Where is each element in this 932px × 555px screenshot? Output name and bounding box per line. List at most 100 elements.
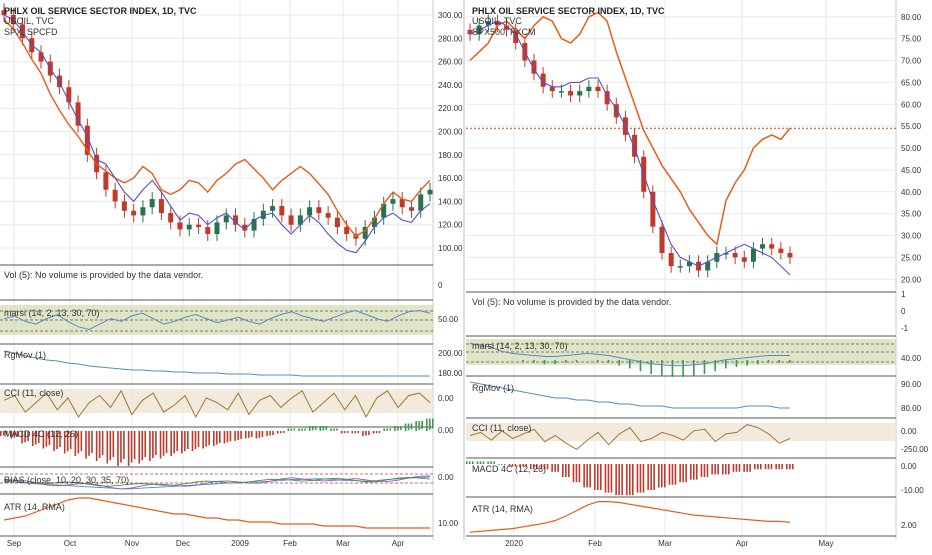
right-macd-bar xyxy=(778,464,780,470)
right-x-tick-label: May xyxy=(818,539,833,548)
left-macd-bar xyxy=(63,431,66,454)
right-candle xyxy=(705,261,711,271)
left-candle xyxy=(325,213,331,218)
left-macd-bar xyxy=(31,431,34,446)
left-bias-line-3 xyxy=(3,476,431,487)
right-macd-bar xyxy=(511,464,514,467)
left-macd-bar xyxy=(311,426,314,431)
left-macd-tick: 0.00 xyxy=(438,426,454,435)
left-macd-bar xyxy=(37,431,40,443)
right-macd-bar xyxy=(572,464,575,483)
right-candle xyxy=(632,134,638,157)
left-candle xyxy=(399,199,405,208)
right-chart-title: PHLX OIL SERVICE SECTOR INDEX, 1D, TVC xyxy=(472,6,665,16)
right-vol-tick: 0 xyxy=(901,307,906,316)
right-macd-bar xyxy=(476,461,479,464)
right-macd-tick: 0.00 xyxy=(901,462,917,471)
left-macd-bar xyxy=(365,431,367,436)
right-x-tick-label: Mar xyxy=(658,539,672,548)
left-atr-label: ATR (14, RMA) xyxy=(4,502,65,512)
left-macd-bar xyxy=(244,431,247,439)
right-macd-bar xyxy=(650,464,652,490)
left-y-tick-label: 100.00 xyxy=(438,244,463,253)
right-macd-bar xyxy=(760,464,762,470)
right-macd-bar xyxy=(519,464,521,467)
right-macd-bar xyxy=(586,464,588,488)
left-candle xyxy=(344,227,350,235)
left-bias-label: BIAS (close, 10, 20, 30, 35, 70) xyxy=(4,475,129,485)
right-legend-spx: SPX500, FXCM xyxy=(472,27,536,37)
left-macd-bar xyxy=(181,431,183,454)
right-macd-bar xyxy=(636,464,639,493)
left-macd-bar xyxy=(53,431,55,451)
left-macd-bar xyxy=(407,423,410,431)
left-candle xyxy=(1,10,7,15)
left-macd-bar xyxy=(276,431,279,434)
left-candle xyxy=(279,206,285,216)
right-candle xyxy=(613,104,619,118)
right-marsi-hist-bar xyxy=(554,360,556,365)
left-candle xyxy=(177,222,183,230)
left-indicator-panels: 0 50.00 200.00 180.00 0.00 0.00 0.00 10.00 xyxy=(0,281,463,537)
left-y-tick-label: 240.00 xyxy=(438,81,463,90)
left-macd-bar xyxy=(378,431,381,433)
right-marsi-hist-bar xyxy=(682,360,684,377)
left-macd-bar xyxy=(314,426,317,430)
right-marsi-hist-bar xyxy=(543,360,546,365)
left-macd-bar xyxy=(6,431,8,435)
left-legend-spx: SPX, SPCFD xyxy=(4,27,58,37)
right-price-panel[interactable]: 80.00 75.00 70.00 65.00 60.00 55.00 50.00 45.00… xyxy=(463,0,922,548)
right-macd-bar xyxy=(632,464,634,496)
left-candle xyxy=(297,215,303,225)
right-macd-bar xyxy=(664,464,666,488)
left-candle xyxy=(75,102,81,126)
right-macd-bar xyxy=(629,464,631,496)
left-macd-bar xyxy=(272,431,274,435)
right-marsi-hist-bar xyxy=(597,360,599,362)
left-macd-bar xyxy=(91,431,93,453)
right-rgmov-line xyxy=(469,381,790,409)
left-candle xyxy=(371,217,377,228)
right-marsi-line xyxy=(469,342,790,367)
right-macd-label: MACD 4C (12, 26) xyxy=(472,464,546,474)
right-candle xyxy=(787,253,793,258)
left-vol-label: Vol (5): No volume is provided by the da… xyxy=(4,270,203,280)
left-macd-bar xyxy=(27,431,29,441)
right-macd-bar xyxy=(604,464,607,493)
left-atr-tick: 10.00 xyxy=(438,519,459,528)
left-macd-bar xyxy=(226,431,229,443)
left-macd-bar xyxy=(3,431,5,436)
right-macd-bar xyxy=(757,464,759,470)
left-macd-bar xyxy=(219,431,221,443)
right-macd-bar xyxy=(789,464,791,470)
right-cci-tick: 0.00 xyxy=(901,427,917,436)
left-cci-line xyxy=(3,389,431,418)
left-x-tick-label: Nov xyxy=(125,539,139,548)
left-macd-bar xyxy=(42,431,45,449)
left-atr-line xyxy=(3,497,430,529)
right-macd-bar xyxy=(674,464,677,485)
left-candle xyxy=(362,227,368,239)
right-candle xyxy=(760,244,766,249)
left-macd-bar xyxy=(343,431,346,434)
right-marsi-hist-bar xyxy=(565,360,567,363)
left-macd-bar xyxy=(279,431,282,434)
left-macd-bar xyxy=(287,428,290,431)
right-macd-bar xyxy=(597,464,599,490)
right-macd-bar xyxy=(522,464,524,467)
left-rgmov-tick: 200.00 xyxy=(438,349,463,358)
left-macd-bar xyxy=(333,428,335,431)
right-macd-bar xyxy=(610,464,613,493)
right-candle xyxy=(650,191,656,227)
right-y-tick-label: 40.00 xyxy=(901,188,922,197)
right-candle xyxy=(467,29,473,35)
right-candle xyxy=(494,21,500,26)
left-cci-band xyxy=(0,389,433,413)
left-macd-bar xyxy=(336,428,338,431)
left-macd-bar xyxy=(325,426,328,430)
right-macd-bar xyxy=(754,464,756,470)
right-macd-bar xyxy=(690,464,692,480)
left-macd-bar xyxy=(191,431,194,451)
left-price-panel[interactable]: 300.00 280.00 260.00 240.00 220.00 200.00 180.… xyxy=(0,0,463,548)
